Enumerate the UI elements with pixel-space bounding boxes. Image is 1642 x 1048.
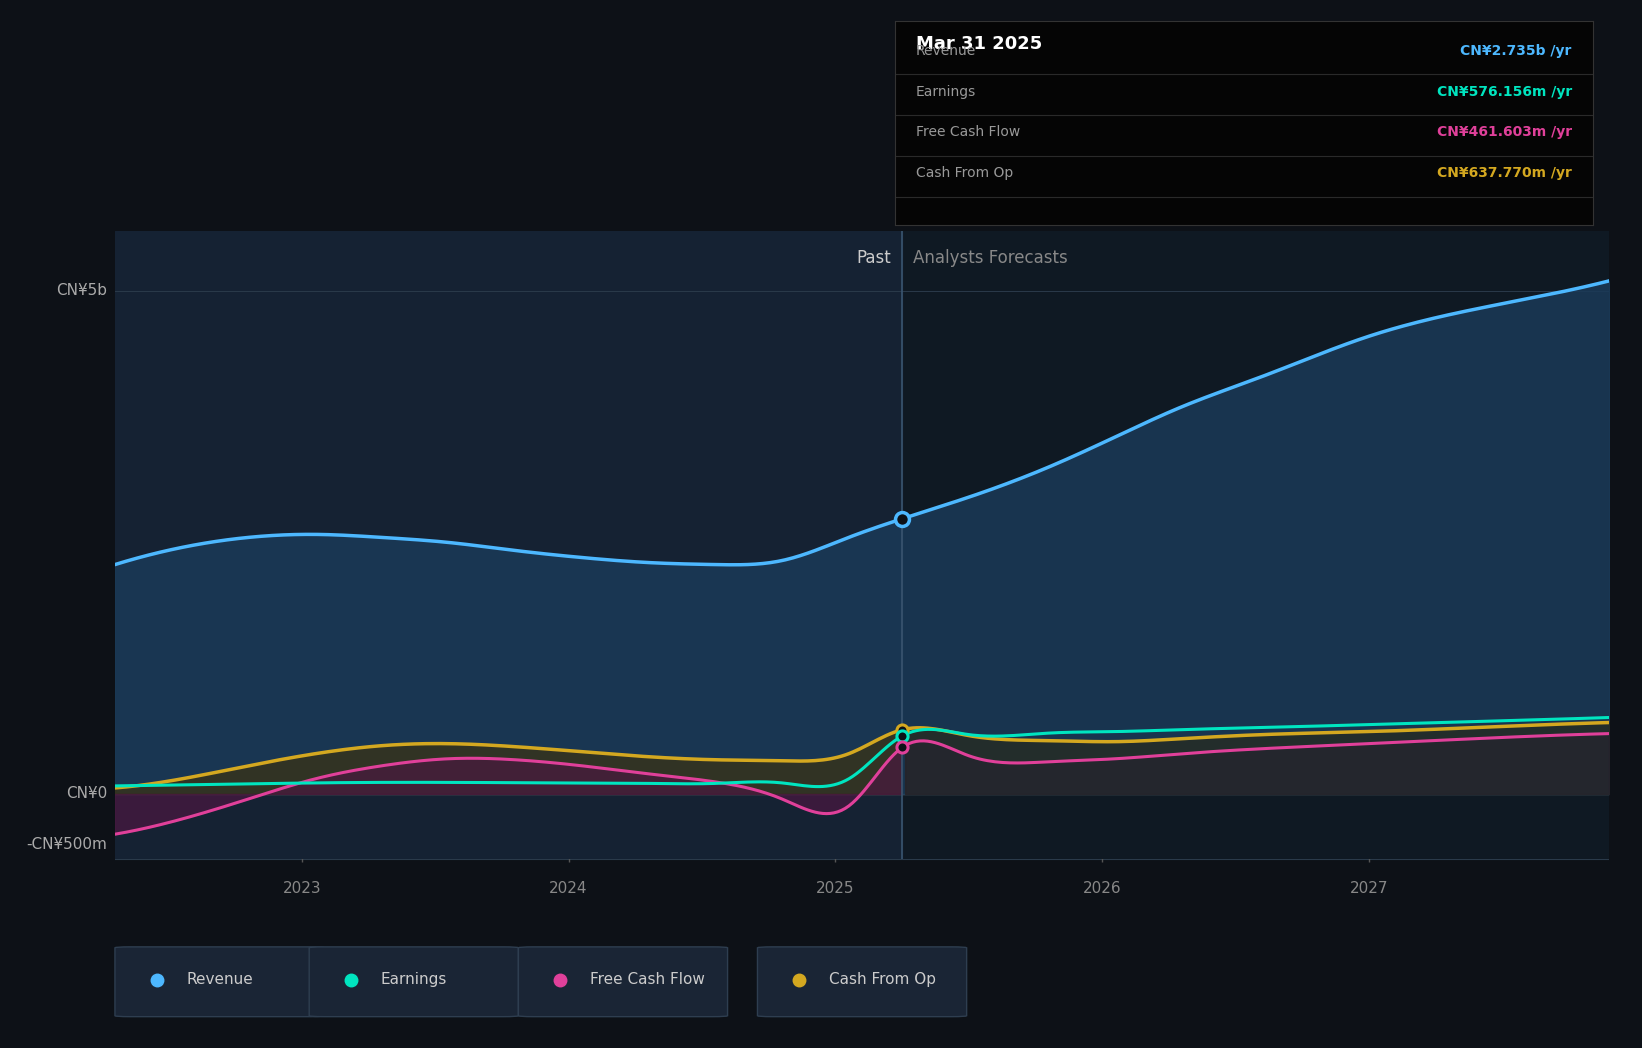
Text: 2023: 2023 — [282, 881, 322, 896]
FancyBboxPatch shape — [519, 947, 727, 1017]
Text: CN¥637.770m /yr: CN¥637.770m /yr — [1437, 167, 1571, 180]
Text: CN¥461.603m /yr: CN¥461.603m /yr — [1437, 126, 1571, 139]
Text: CN¥5b: CN¥5b — [56, 283, 107, 299]
Text: CN¥576.156m /yr: CN¥576.156m /yr — [1437, 85, 1571, 99]
Text: Free Cash Flow: Free Cash Flow — [916, 126, 1020, 139]
Text: -CN¥500m: -CN¥500m — [26, 836, 107, 852]
Text: Past: Past — [857, 249, 892, 267]
Text: CN¥2.735b /yr: CN¥2.735b /yr — [1460, 44, 1571, 58]
Text: Free Cash Flow: Free Cash Flow — [589, 973, 704, 987]
Text: Earnings: Earnings — [916, 85, 975, 99]
Text: Mar 31 2025: Mar 31 2025 — [916, 36, 1043, 53]
Bar — [115, 231, 901, 859]
Text: Earnings: Earnings — [381, 973, 447, 987]
Text: Revenue: Revenue — [916, 44, 975, 58]
Text: 2024: 2024 — [550, 881, 588, 896]
Text: Revenue: Revenue — [187, 973, 253, 987]
FancyBboxPatch shape — [757, 947, 967, 1017]
Text: Cash From Op: Cash From Op — [829, 973, 936, 987]
Text: 2025: 2025 — [816, 881, 854, 896]
Text: CN¥0: CN¥0 — [66, 786, 107, 802]
FancyBboxPatch shape — [115, 947, 323, 1017]
Text: 2027: 2027 — [1350, 881, 1387, 896]
Text: 2026: 2026 — [1082, 881, 1121, 896]
Text: Cash From Op: Cash From Op — [916, 167, 1013, 180]
FancyBboxPatch shape — [309, 947, 519, 1017]
Text: Analysts Forecasts: Analysts Forecasts — [913, 249, 1067, 267]
